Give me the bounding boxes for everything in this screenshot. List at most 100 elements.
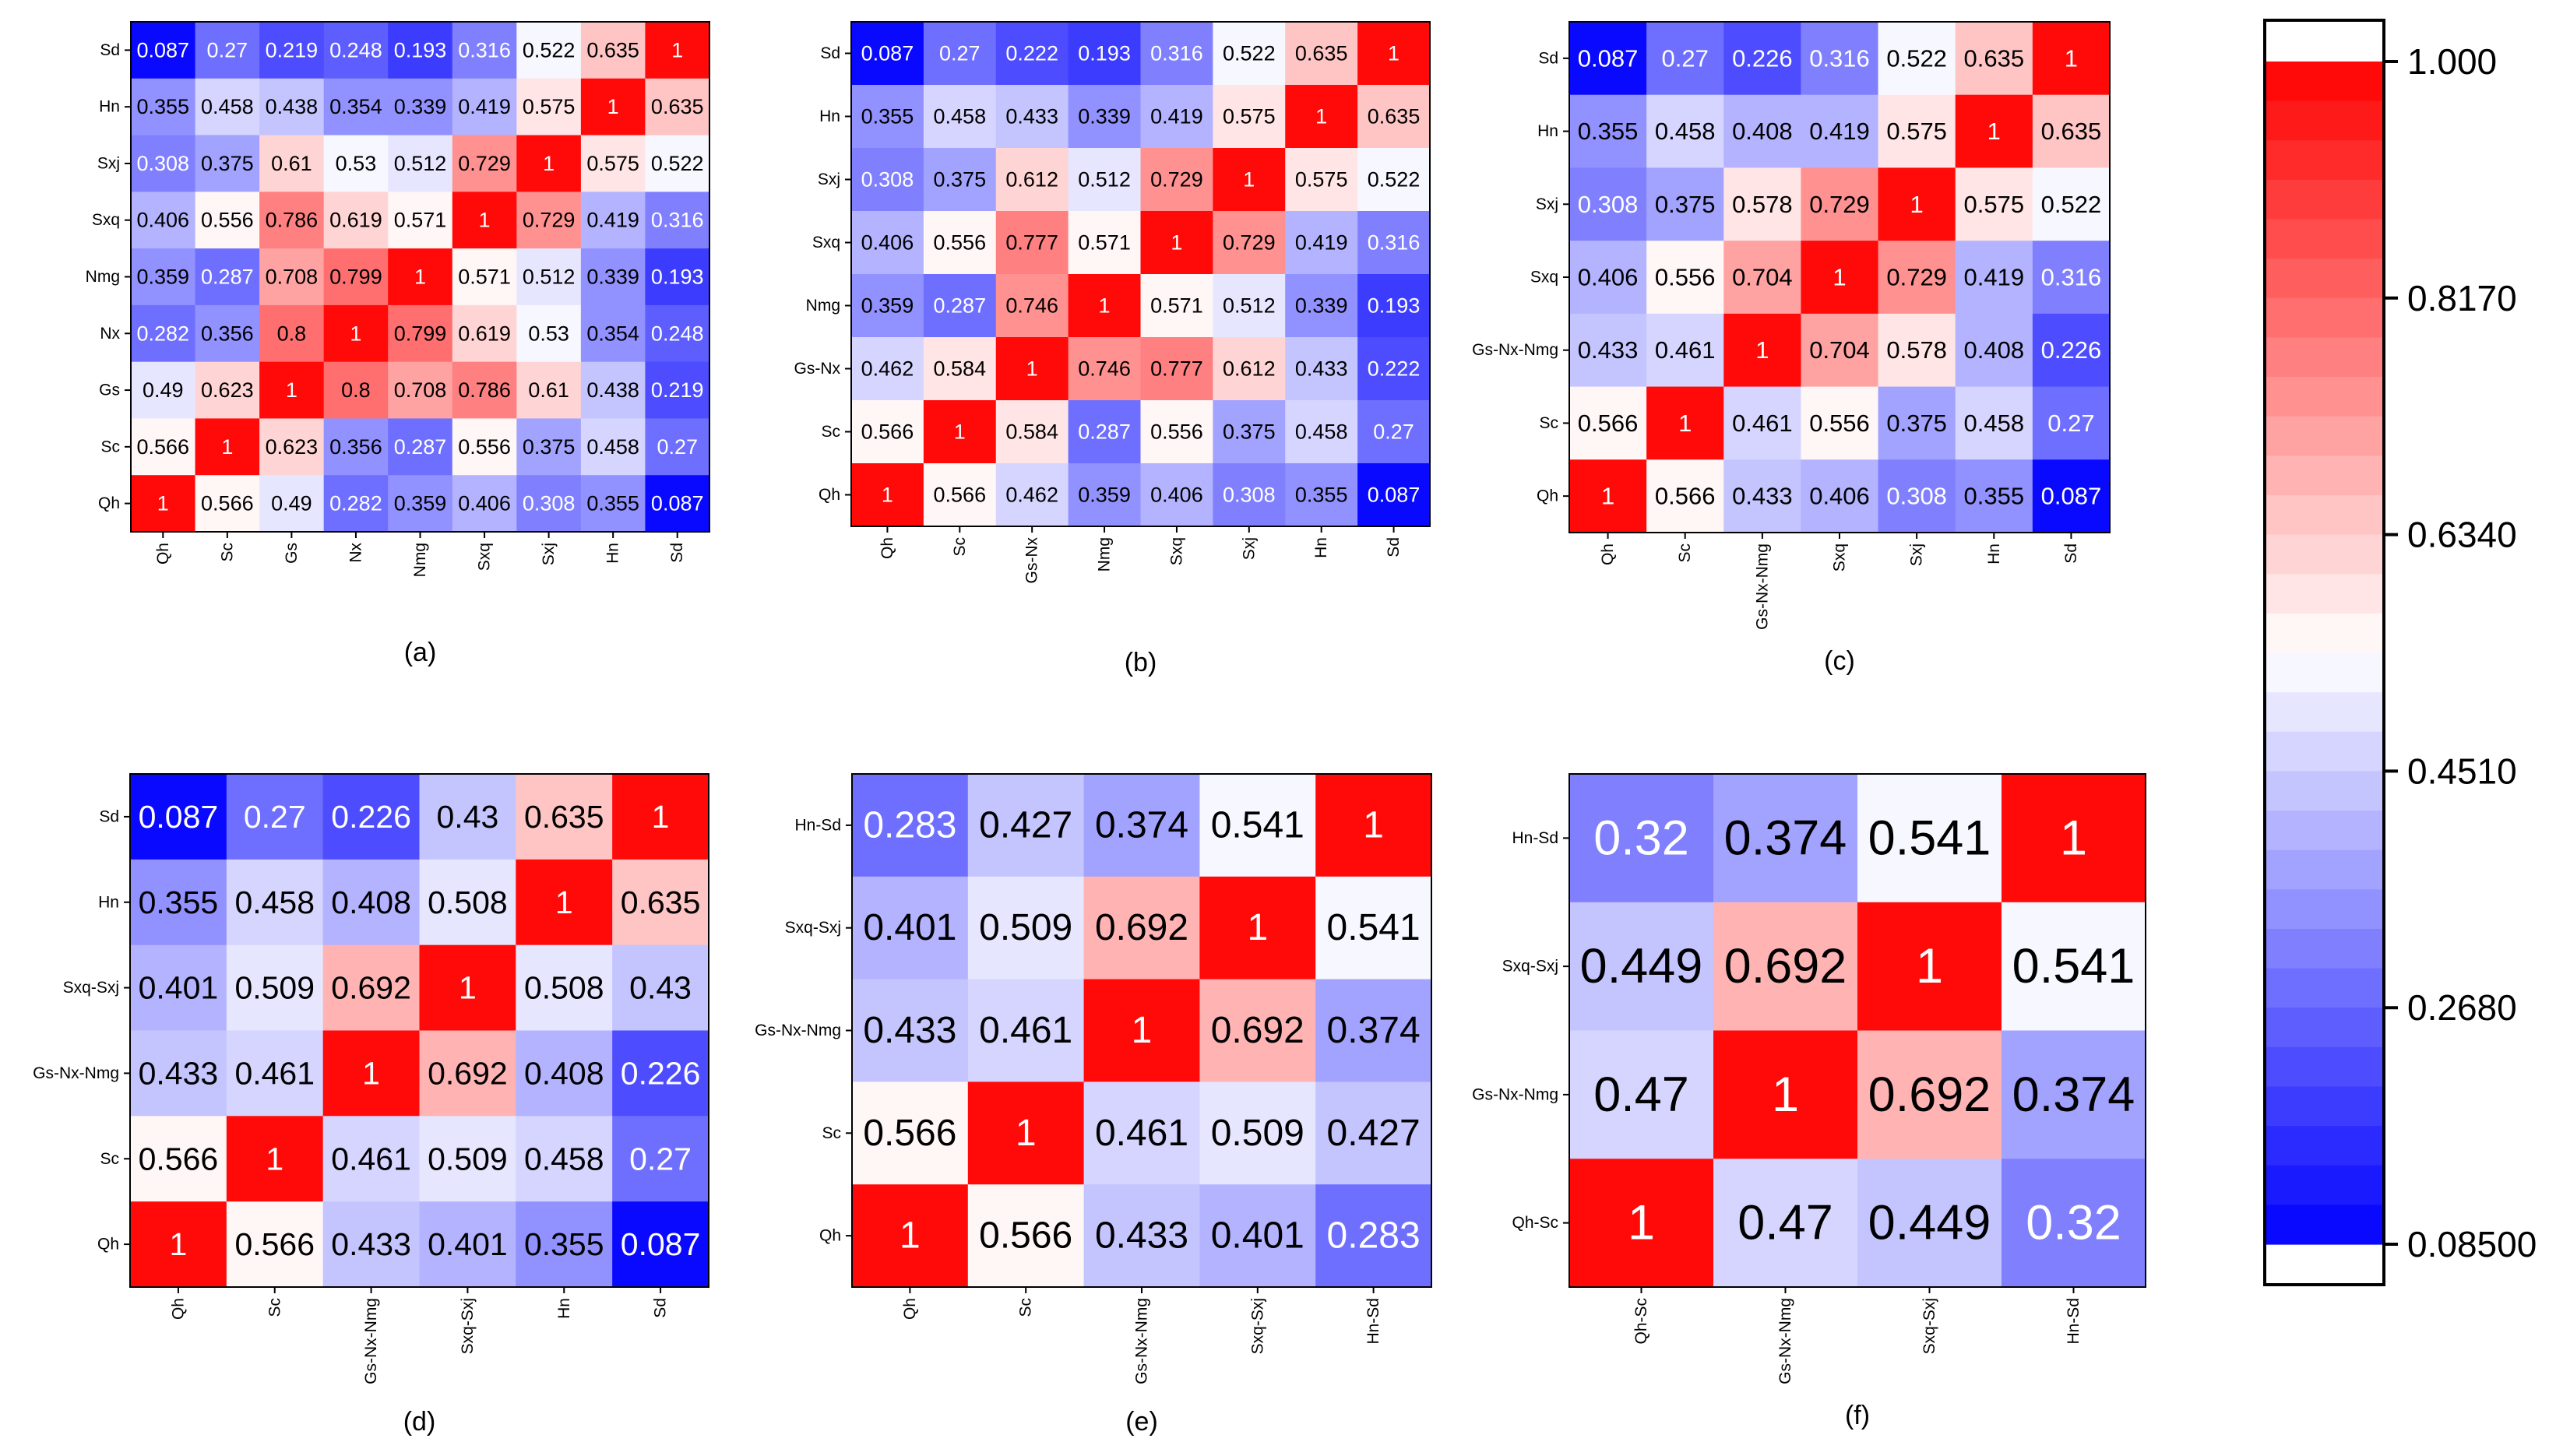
heatmap-cell: [1083, 1184, 1200, 1288]
y-tick-label: Sd: [100, 41, 120, 59]
x-tick-label: Sxq: [476, 543, 494, 571]
cell-value-label: 0.27: [629, 1141, 692, 1176]
y-tick-label: Qh: [97, 1236, 119, 1254]
cell-value-label: 0.433: [331, 1226, 411, 1262]
colorbar-segment: [2265, 731, 2384, 772]
x-tick-label: Sc: [266, 1298, 283, 1317]
cell-value-label: 1: [266, 1141, 283, 1176]
heatmap-cell: [967, 979, 1085, 1082]
cell-value-label: 0.458: [1295, 420, 1348, 444]
cell-value-label: 0.438: [586, 378, 639, 402]
cell-value-label: 1: [2065, 44, 2078, 72]
x-tick-label: Qh-Sc: [1632, 1298, 1650, 1345]
heatmap-cell: [967, 774, 1085, 877]
heatmap-panel-e: 0.283 0.427 0.374 0.541 1 0.401 0.509 0.692 1 0.5…: [755, 773, 1432, 1437]
heatmap-cell: [259, 475, 325, 533]
cell-value-label: 0.575: [1964, 191, 2025, 218]
heatmap-cell: [2002, 1159, 2146, 1288]
cell-value-label: 0.43: [629, 970, 692, 1006]
heatmap-cell: [995, 337, 1069, 401]
heatmap-cell: [259, 361, 325, 420]
cell-value-label: 0.635: [1368, 105, 1421, 128]
cell-value-label: 0.575: [586, 152, 639, 175]
cell-value-label: 1: [221, 435, 233, 459]
heatmap-cell: [1315, 979, 1432, 1082]
heatmap-cell: [645, 135, 710, 192]
cell-value-label: 1: [1388, 42, 1399, 65]
cell-value-label: 0.226: [621, 1055, 701, 1091]
heatmap-cell: [852, 1184, 969, 1288]
cell-value-label: 0.222: [1368, 357, 1421, 381]
cell-value-label: 0.61: [528, 378, 569, 402]
x-tick-label: Sd: [1385, 537, 1403, 557]
heatmap-cell: [580, 192, 646, 249]
y-tick-label: Sxq: [92, 211, 120, 229]
cell-value-label: 0.27: [1662, 44, 1709, 72]
heatmap-cell: [130, 944, 227, 1032]
cell-value-label: 0.308: [136, 152, 189, 175]
cell-value-label: 0.566: [861, 420, 914, 444]
y-tick-label: Sxq-Sxj: [785, 919, 841, 937]
cell-value-label: 0.087: [2041, 483, 2102, 510]
cell-value-label: 0.193: [394, 38, 447, 62]
heatmap-cell: [2032, 459, 2111, 533]
panel-frame: [850, 21, 1431, 527]
heatmap-cell: [516, 1116, 613, 1202]
heatmap-cell: [1646, 386, 1724, 460]
heatmap-cell: [1199, 774, 1316, 877]
heatmap-cell: [322, 1201, 421, 1288]
cell-value-label: 0.729: [1150, 168, 1203, 192]
heatmap-cell: [1213, 274, 1286, 338]
cell-value-label: 0.356: [329, 435, 382, 459]
heatmap-cell: [851, 337, 924, 401]
cell-value-label: 0.575: [1295, 168, 1348, 192]
cell-value-label: 0.746: [1078, 357, 1131, 381]
heatmap-cell: [1213, 211, 1286, 275]
cell-value-label: 0.087: [139, 799, 219, 835]
cell-value-label: 0.619: [458, 322, 511, 345]
cell-value-label: 0.355: [524, 1226, 604, 1262]
cell-value-label: 0.433: [1732, 483, 1793, 510]
heatmap-cell: [851, 22, 924, 86]
y-tick-label: Gs: [99, 382, 120, 399]
heatmap-cell: [130, 1116, 227, 1202]
heatmap-cell: [1723, 167, 1802, 241]
heatmap-cell: [323, 361, 389, 420]
y-tick-label: Qh-Sc: [1512, 1214, 1558, 1232]
heatmap-cell: [516, 1201, 613, 1288]
y-tick-label: Hn: [819, 107, 840, 125]
y-tick-label: Hn: [98, 893, 119, 911]
heatmap-cell: [1285, 337, 1358, 401]
heatmap-cell: [1857, 902, 2002, 1032]
heatmap-cell: [452, 192, 517, 249]
colorbar-segment: [2265, 62, 2384, 102]
heatmap-cell: [131, 192, 196, 249]
colorbar-tick-label: 0.2680: [2407, 987, 2517, 1028]
y-tick-label: Hn: [1537, 122, 1558, 140]
heatmap-cell: [1357, 22, 1431, 86]
cell-value-label: 0.374: [1095, 804, 1188, 846]
heatmap-cell: [388, 192, 453, 249]
x-tick-label: Gs-Nx-Nmg: [1133, 1298, 1151, 1384]
heatmap-cell: [452, 78, 517, 136]
heatmap-cell: [995, 274, 1069, 338]
heatmap-cell: [2032, 22, 2111, 96]
cell-value-label: 1: [350, 322, 361, 345]
colorbar-segment: [2265, 297, 2384, 339]
cell-value-label: 1: [1247, 907, 1268, 948]
cell-value-label: 0.355: [136, 95, 189, 118]
heatmap-cell: [226, 1030, 324, 1117]
y-tick-label: Sc: [100, 438, 120, 455]
heatmap-cell: [388, 475, 453, 533]
y-tick-label: Sxj: [818, 171, 840, 188]
colorbar-segment: [2265, 258, 2384, 299]
cell-value-label: 0.522: [651, 152, 704, 175]
heatmap-cell: [1140, 211, 1213, 275]
heatmap-cell: [388, 418, 453, 476]
cell-value-label: 0.708: [394, 378, 447, 402]
heatmap-cell: [1646, 313, 1724, 388]
cell-value-label: 1: [1363, 804, 1384, 846]
heatmap-cell: [516, 361, 582, 420]
cell-value-label: 0.27: [939, 42, 981, 65]
heatmap-cell: [967, 876, 1085, 980]
